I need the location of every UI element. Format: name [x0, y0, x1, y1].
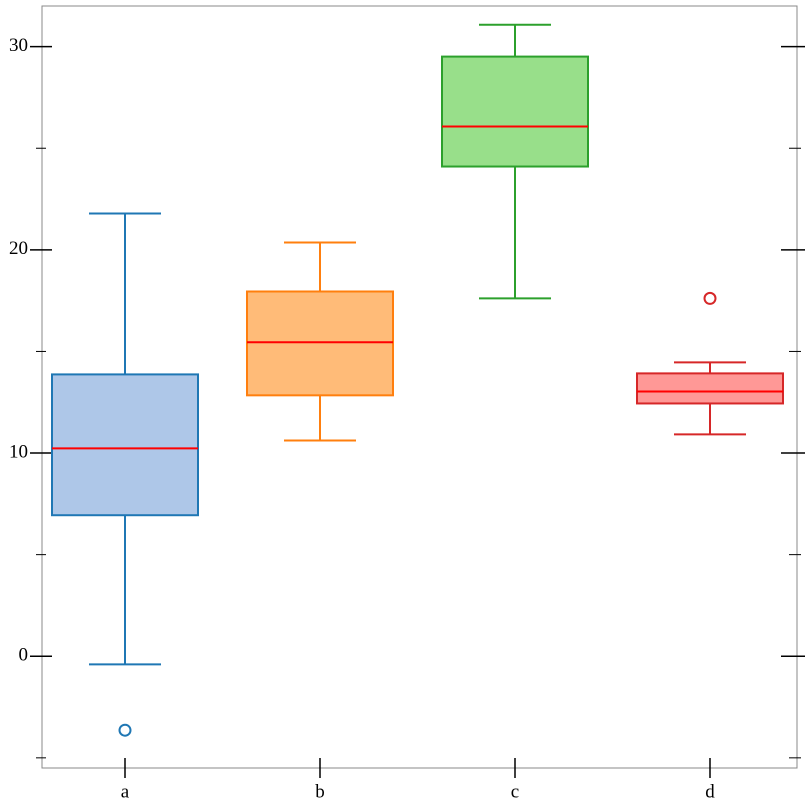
x-tick-label: b [315, 781, 325, 802]
x-tick-label: c [511, 781, 519, 802]
box [441, 55, 589, 168]
box [246, 290, 394, 397]
x-tick-label: d [705, 781, 715, 802]
y-tick-label: 0 [19, 645, 29, 666]
plot-frame [41, 5, 798, 769]
box [636, 372, 784, 405]
y-tick-label: 10 [9, 441, 28, 462]
outlier [118, 723, 132, 737]
y-tick-label: 20 [9, 238, 28, 259]
x-tick-label: a [121, 781, 130, 802]
y-tick-label: 30 [9, 35, 28, 56]
outlier [703, 291, 717, 305]
box [51, 373, 199, 517]
